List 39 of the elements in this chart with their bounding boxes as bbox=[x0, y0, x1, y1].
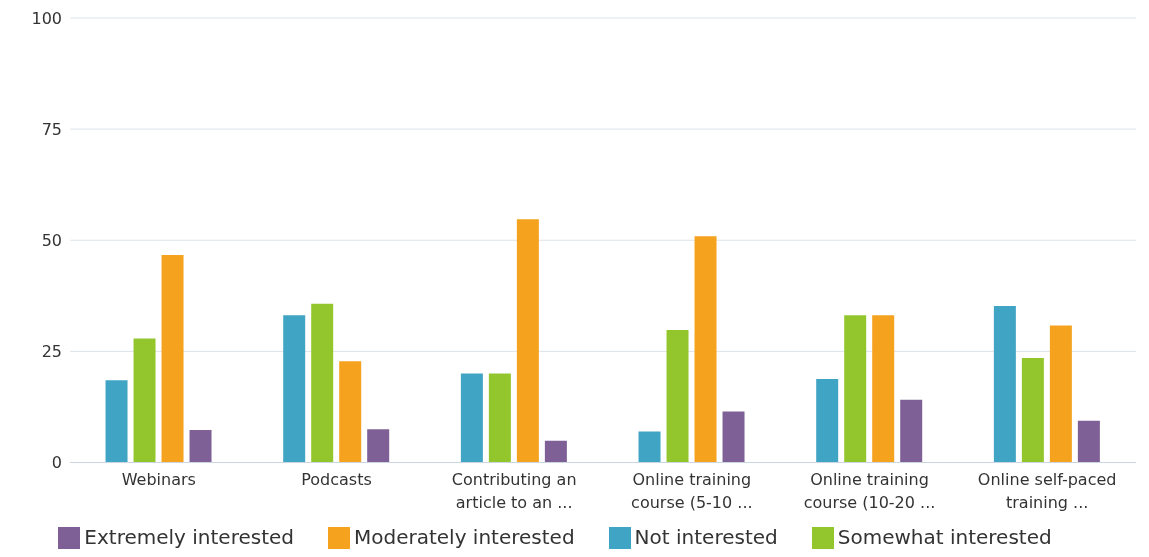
legend-label: Somewhat interested bbox=[837, 524, 1052, 549]
bar bbox=[872, 315, 895, 463]
bar bbox=[1021, 358, 1044, 463]
bar bbox=[460, 373, 483, 463]
x-tick-label: Contributing an article to an ... bbox=[451, 469, 577, 512]
bar bbox=[722, 411, 745, 463]
legend-label: Moderately interested bbox=[354, 524, 575, 549]
y-tick-label: 75 bbox=[41, 119, 62, 139]
bar bbox=[105, 380, 128, 463]
bar bbox=[666, 330, 689, 463]
bar bbox=[844, 315, 867, 463]
x-tick-label: Online training course (5-10 ... bbox=[631, 469, 753, 512]
y-tick-label: 50 bbox=[41, 230, 62, 250]
bar bbox=[311, 303, 334, 463]
bar bbox=[816, 378, 839, 463]
x-tick-label: Online training course (10-20 ... bbox=[803, 469, 936, 512]
bar bbox=[900, 399, 923, 463]
bar bbox=[339, 361, 362, 463]
legend-label: Not interested bbox=[634, 524, 778, 549]
bar bbox=[367, 429, 390, 463]
bar bbox=[516, 219, 539, 463]
bar bbox=[694, 236, 717, 463]
bar bbox=[993, 306, 1016, 463]
bar bbox=[1077, 420, 1100, 463]
y-tick-label: 0 bbox=[51, 453, 62, 473]
bar bbox=[544, 440, 567, 463]
bar bbox=[189, 430, 212, 463]
legend-label: Extremely interested bbox=[84, 524, 294, 549]
x-tick-label: Webinars bbox=[121, 469, 196, 489]
bar bbox=[1049, 325, 1072, 463]
bar bbox=[133, 338, 156, 463]
bar bbox=[161, 254, 184, 463]
x-tick-label: Online self-paced training ... bbox=[977, 469, 1117, 512]
y-tick-label: 25 bbox=[41, 342, 62, 362]
bar bbox=[283, 315, 306, 463]
y-tick-label: 100 bbox=[31, 8, 62, 28]
x-tick-label: Podcasts bbox=[301, 469, 372, 489]
bar bbox=[488, 373, 511, 463]
bar bbox=[638, 431, 661, 463]
